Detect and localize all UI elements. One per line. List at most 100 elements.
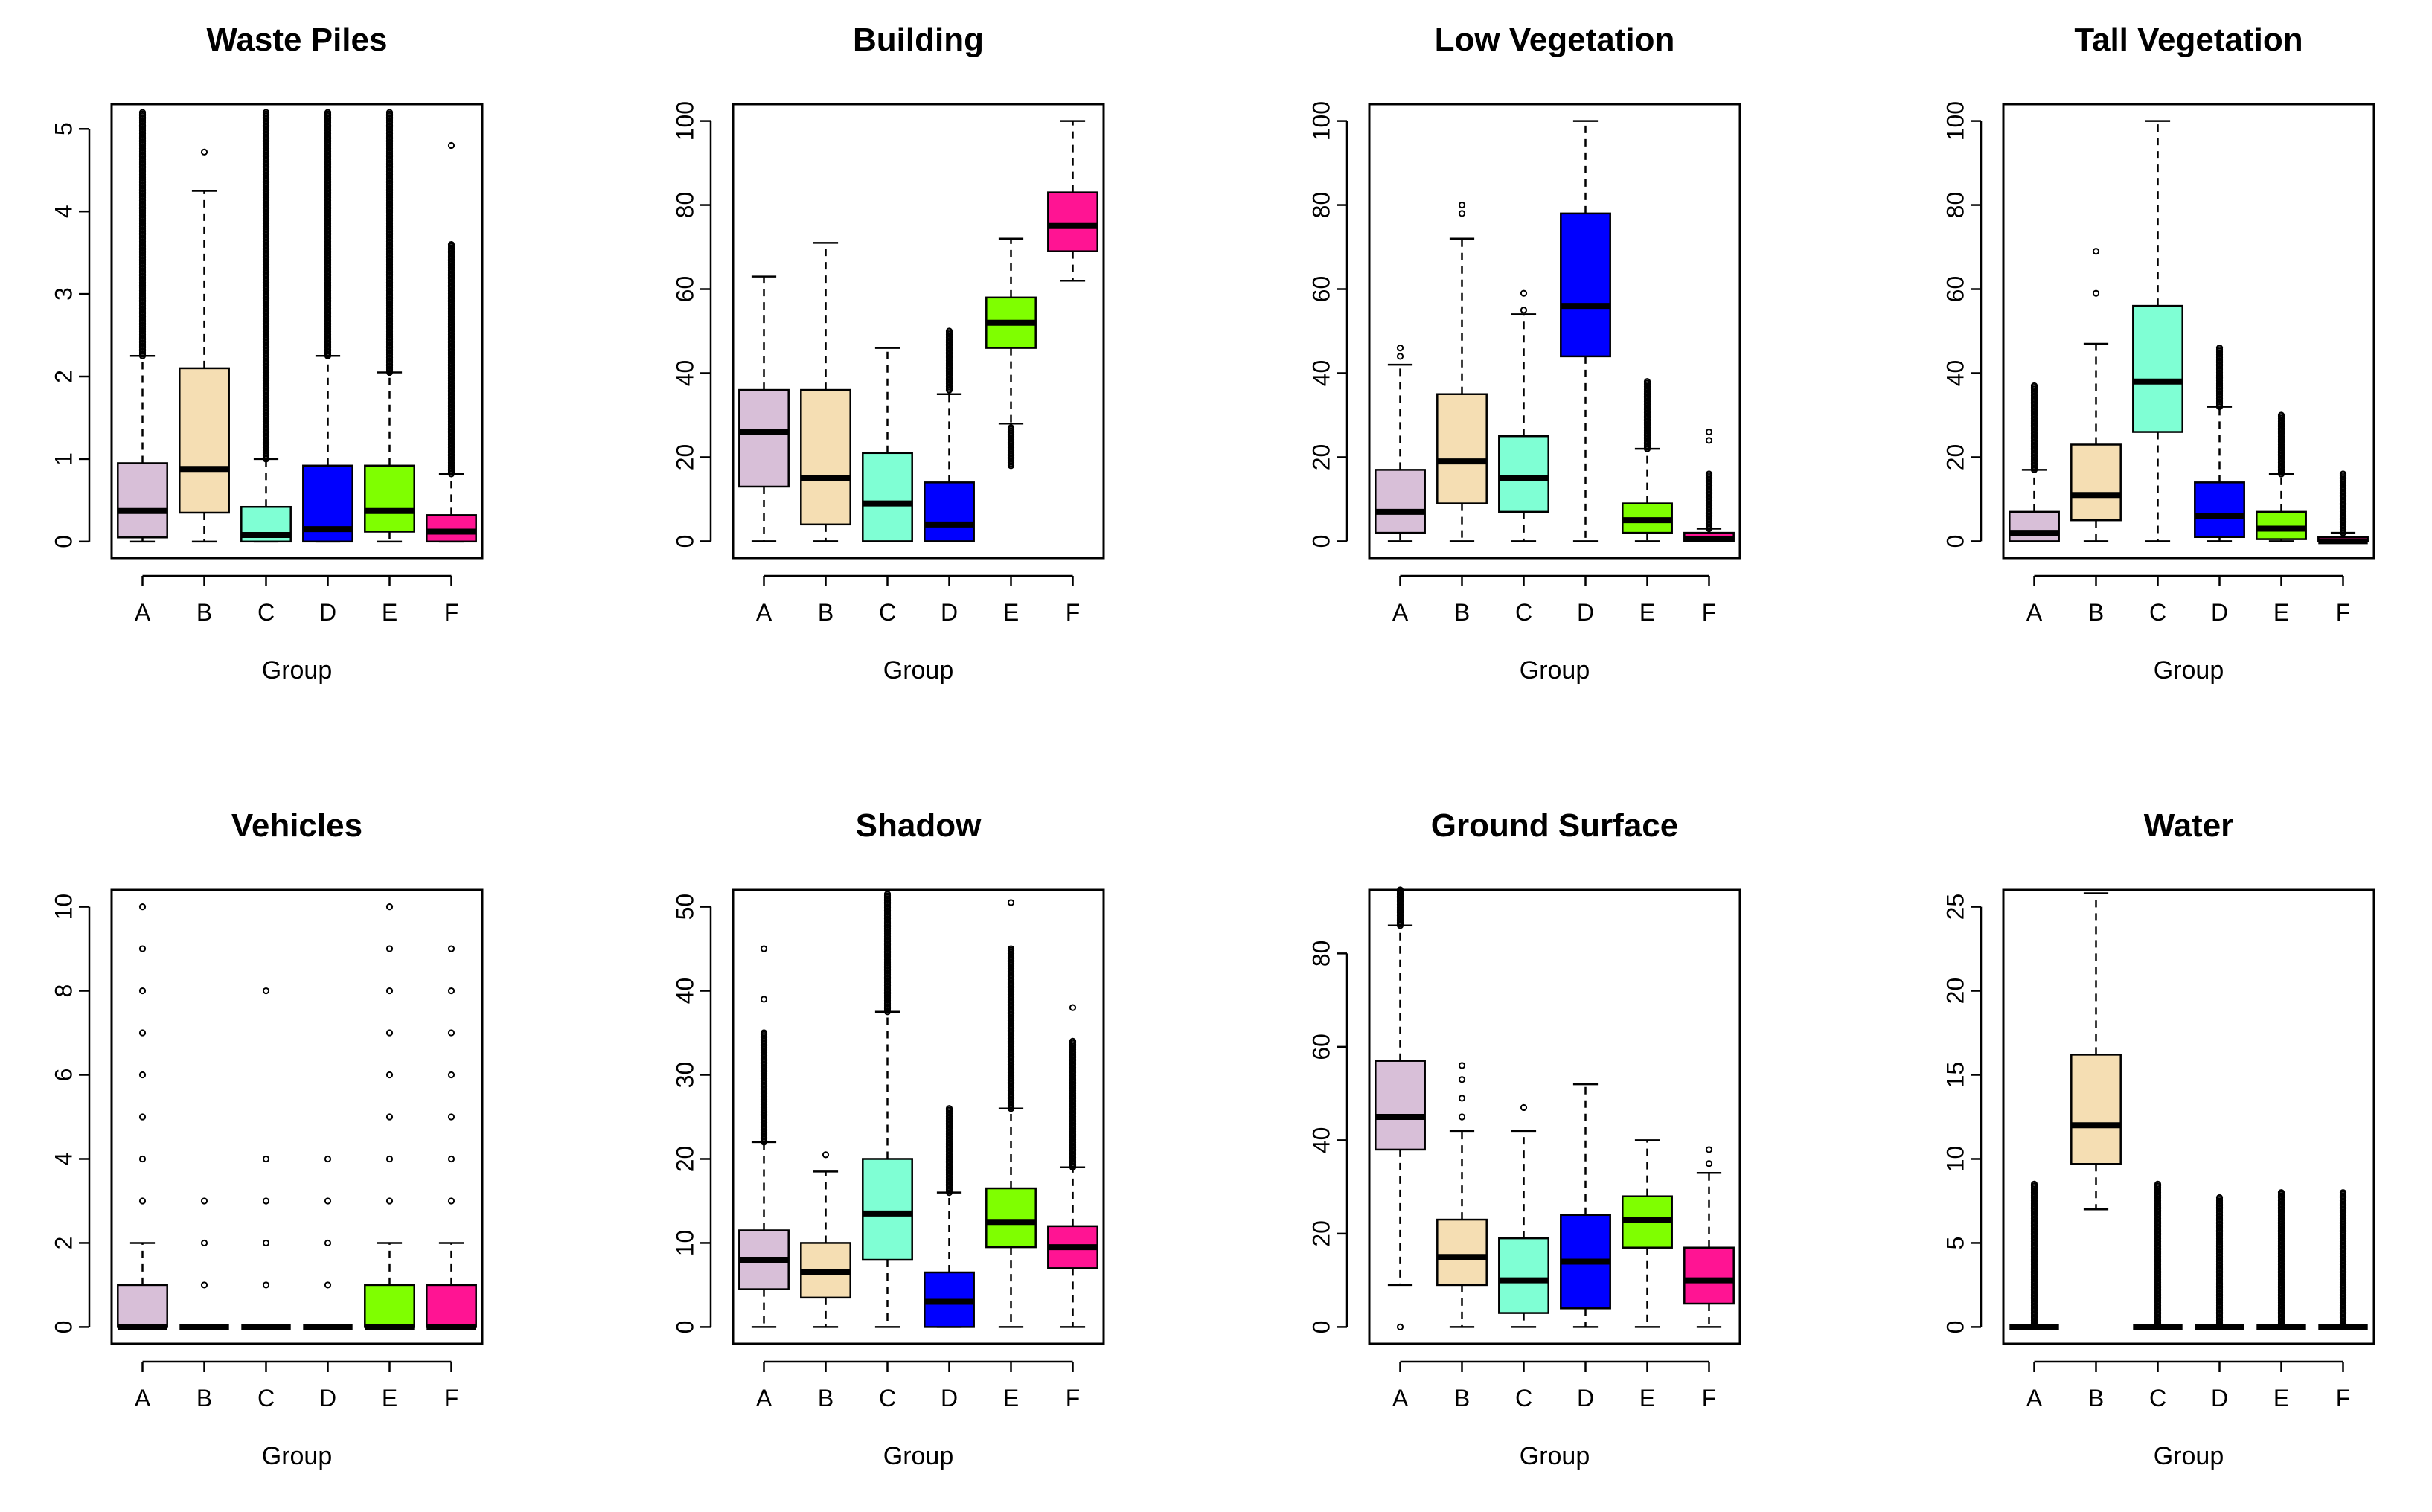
x-tick-label: D <box>2211 1385 2228 1412</box>
y-tick-label: 20 <box>1308 444 1334 471</box>
outlier-point <box>262 109 270 116</box>
outlier-point <box>2215 344 2224 352</box>
x-axis-title: Group <box>1520 1442 1590 1470</box>
outlier-point <box>138 109 147 116</box>
box-body <box>985 1187 1037 1249</box>
box-body <box>1683 1246 1735 1305</box>
outlier-point <box>1396 886 1404 894</box>
box-C <box>862 347 913 542</box>
box-body <box>426 514 477 543</box>
y-tick-label: 20 <box>1942 978 1968 1005</box>
outlier-point <box>138 1113 147 1121</box>
outlier-point <box>1007 899 1015 906</box>
x-tick-label: B <box>2088 1385 2104 1412</box>
box-body <box>1560 212 1611 358</box>
y-tick-label: 0 <box>1942 1321 1968 1334</box>
y-tick-label: 0 <box>50 535 77 548</box>
x-tick-label: D <box>2211 599 2228 626</box>
box-F <box>1047 1004 1098 1328</box>
outlier-point <box>385 1155 394 1163</box>
box-body <box>2070 1054 2122 1165</box>
box-D <box>1560 1083 1611 1328</box>
y-axis: 0 10 20 30 40 50 <box>671 894 712 1334</box>
plot-frame <box>732 103 1105 560</box>
y-tick-label: 20 <box>671 1146 698 1173</box>
box-D <box>924 327 975 542</box>
outlier-point <box>447 1113 455 1121</box>
box-D <box>302 109 353 543</box>
box-F <box>1047 120 1098 282</box>
y-tick-label: 80 <box>1308 941 1334 967</box>
x-tick-label: D <box>319 1385 336 1412</box>
x-axis: A B C D E F <box>135 1360 458 1412</box>
x-axis-title: Group <box>883 656 954 685</box>
outlier-point <box>447 240 455 249</box>
box-F <box>426 141 477 543</box>
outlier-point <box>385 1071 394 1079</box>
panel-title: Ground Surface <box>1431 807 1679 844</box>
outlier-point <box>138 987 147 995</box>
plot-frame <box>1368 103 1741 560</box>
x-tick-label: A <box>135 599 151 626</box>
panel-vehicles: Vehicles 0 2 4 6 8 10 A B C D E F Group <box>50 807 484 1470</box>
box-B <box>1436 201 1488 542</box>
box-body <box>426 1284 477 1328</box>
x-axis: A B C D E F <box>135 574 458 626</box>
outlier-point <box>2030 1180 2038 1188</box>
outlier-point <box>200 148 208 156</box>
panel-title: Building <box>853 22 984 58</box>
outlier-point <box>138 1029 147 1037</box>
outlier-point <box>1520 1103 1528 1112</box>
outlier-point <box>385 1197 394 1205</box>
y-tick-label: 4 <box>50 205 77 218</box>
box-body <box>862 1158 913 1261</box>
x-tick-label: D <box>319 599 336 626</box>
outlier-point <box>1458 201 1466 209</box>
box-body <box>1498 435 1549 513</box>
y-tick-label: 100 <box>671 101 698 141</box>
outlier-point <box>822 1151 830 1159</box>
box-D <box>2194 344 2245 542</box>
box-E <box>364 903 415 1330</box>
y-tick-label: 40 <box>671 978 698 1005</box>
plot-frame <box>1368 888 1741 1345</box>
box-body <box>364 464 415 533</box>
outlier-point <box>262 987 270 995</box>
box-body <box>738 388 790 488</box>
outlier-point <box>324 1281 332 1289</box>
y-tick-label: 15 <box>1942 1062 1968 1089</box>
box-F <box>2317 470 2369 545</box>
x-tick-label: D <box>941 1385 958 1412</box>
y-tick-label: 40 <box>1308 360 1334 387</box>
outlier-point <box>385 1029 394 1037</box>
outlier-point <box>1396 344 1404 352</box>
outlier-point <box>1069 1037 1077 1045</box>
outlier-point <box>1458 1062 1466 1069</box>
outlier-point <box>385 945 394 952</box>
outlier-point <box>1458 1095 1466 1102</box>
box-body <box>1498 1237 1549 1314</box>
outlier-point <box>200 1197 208 1205</box>
outlier-point <box>760 996 768 1003</box>
outlier-point <box>324 109 332 116</box>
y-axis: 0 20 40 60 80 100 <box>1942 101 1983 548</box>
box-C <box>862 891 913 1328</box>
box-body <box>2009 510 2060 542</box>
box-body <box>1436 1218 1488 1287</box>
y-tick-label: 0 <box>1308 535 1334 548</box>
x-tick-label: A <box>2026 1385 2043 1412</box>
x-tick-label: E <box>1639 599 1655 626</box>
x-tick-label: A <box>1392 599 1409 626</box>
outlier-point <box>2277 1189 2285 1197</box>
x-axis: A B C D E F <box>756 574 1080 626</box>
outlier-point <box>1458 1113 1466 1121</box>
y-axis: 0 20 40 60 80 100 <box>1308 101 1348 548</box>
panel-ground-surface: Ground Surface 0 20 40 60 80 A B C D E F Group <box>1308 807 1741 1470</box>
box-C <box>2133 1180 2183 1331</box>
x-tick-label: E <box>382 599 397 626</box>
outlier-point <box>447 1155 455 1163</box>
outlier-point <box>1007 424 1015 432</box>
x-tick-label: A <box>135 1385 151 1412</box>
outlier-point <box>945 1105 953 1112</box>
y-tick-label: 0 <box>671 1321 698 1334</box>
